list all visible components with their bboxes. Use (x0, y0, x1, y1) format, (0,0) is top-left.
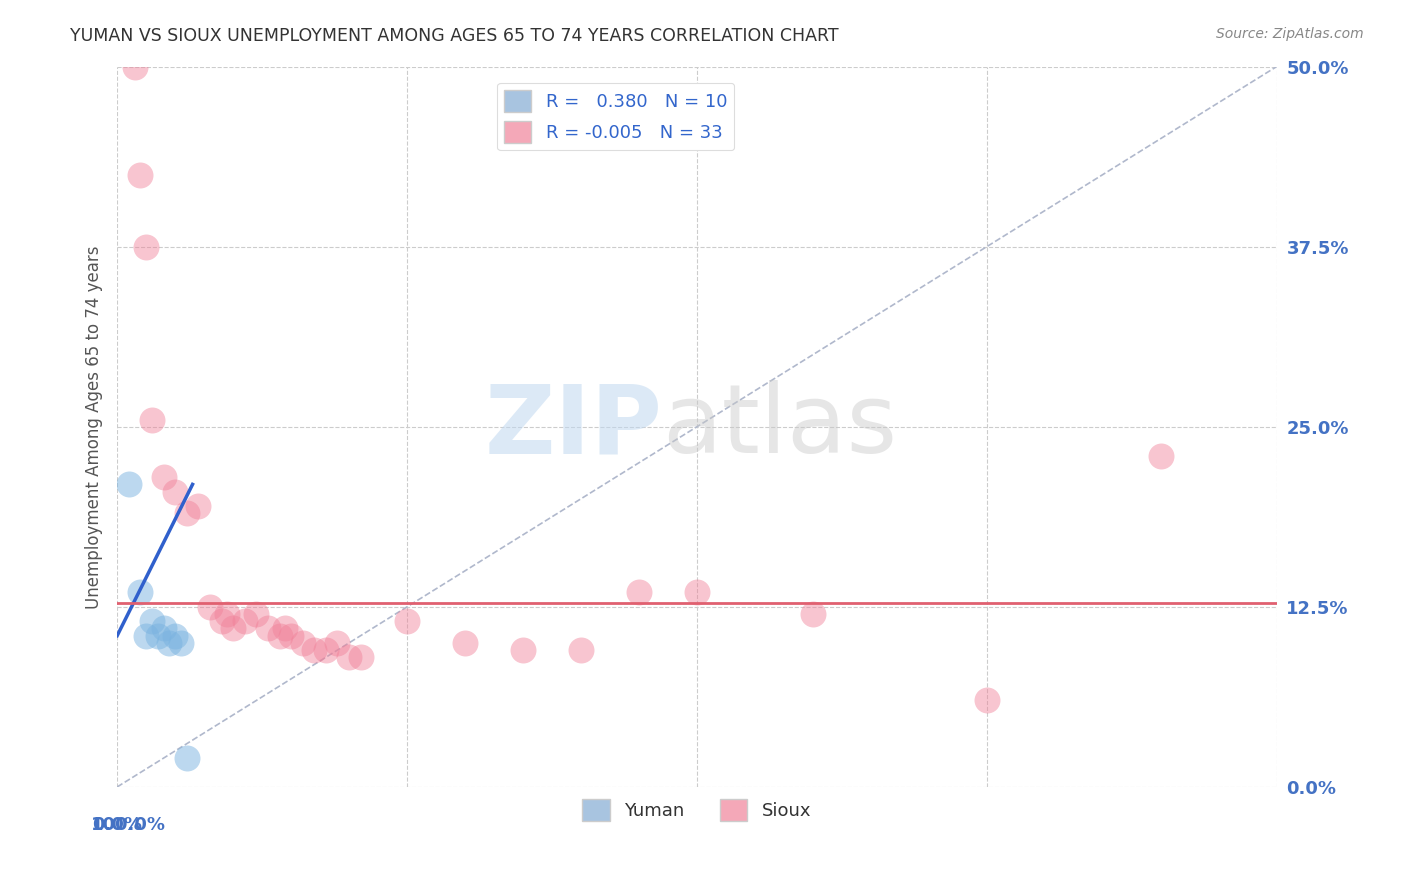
Legend: Yuman, Sioux: Yuman, Sioux (575, 792, 818, 829)
Point (198, 599, 221, 614)
Point (326, 636, 349, 650)
Point (135, 629, 157, 643)
Point (176, 751, 198, 765)
Point (211, 614, 233, 628)
Point (217, 607, 239, 621)
Point (129, 168, 152, 182)
Text: ZIP: ZIP (484, 380, 662, 474)
Point (146, 629, 169, 643)
Point (291, 636, 314, 650)
Point (454, 636, 477, 650)
Point (165, 484, 187, 499)
Point (304, 643, 326, 657)
Point (187, 499, 209, 513)
Point (141, 412, 163, 426)
Point (1150, 449, 1173, 463)
Point (222, 622, 245, 636)
Point (280, 629, 302, 643)
Point (157, 636, 180, 650)
Point (176, 506, 198, 520)
Point (118, 477, 141, 491)
Point (627, 585, 650, 599)
Point (801, 607, 824, 621)
Point (141, 614, 163, 628)
Point (152, 622, 174, 636)
Text: YUMAN VS SIOUX UNEMPLOYMENT AMONG AGES 65 TO 74 YEARS CORRELATION CHART: YUMAN VS SIOUX UNEMPLOYMENT AMONG AGES 6… (70, 27, 839, 45)
Point (315, 643, 337, 657)
Point (129, 585, 152, 599)
Point (976, 693, 998, 707)
Point (165, 629, 187, 643)
Point (269, 629, 291, 643)
Point (350, 650, 373, 665)
Point (257, 622, 280, 636)
Text: atlas: atlas (662, 380, 897, 474)
Point (124, 60, 146, 74)
Point (245, 607, 267, 621)
Point (569, 643, 592, 657)
Point (274, 622, 297, 636)
Point (512, 643, 534, 657)
Y-axis label: Unemployment Among Ages 65 to 74 years: Unemployment Among Ages 65 to 74 years (86, 245, 103, 608)
Point (152, 470, 174, 484)
Point (686, 585, 709, 599)
Point (396, 614, 419, 628)
Point (135, 240, 157, 254)
Point (170, 636, 193, 650)
Text: 100.0%: 100.0% (91, 816, 166, 834)
Point (233, 614, 256, 628)
Text: Source: ZipAtlas.com: Source: ZipAtlas.com (1216, 27, 1364, 41)
Text: 0.0%: 0.0% (93, 816, 142, 834)
Point (337, 650, 360, 665)
